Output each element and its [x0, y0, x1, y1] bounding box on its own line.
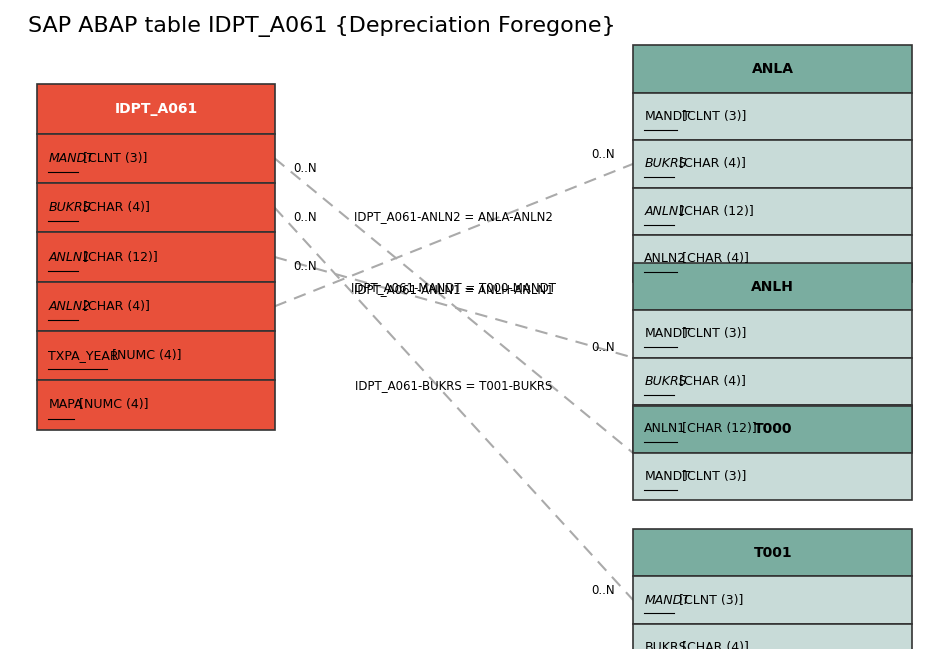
- Text: ANLA: ANLA: [751, 62, 794, 76]
- Text: [CLNT (3)]: [CLNT (3)]: [678, 470, 746, 484]
- Text: IDPT_A061-BUKRS = T001-BUKRS: IDPT_A061-BUKRS = T001-BUKRS: [355, 379, 553, 392]
- Text: BUKRS: BUKRS: [48, 201, 91, 214]
- Bar: [633, 188, 912, 235]
- Text: T001: T001: [753, 546, 792, 559]
- Bar: [633, 235, 912, 282]
- Text: 0..N: 0..N: [591, 583, 614, 597]
- Bar: [633, 140, 912, 188]
- Bar: [37, 331, 275, 380]
- Text: MANDT: MANDT: [644, 110, 690, 123]
- Bar: [633, 263, 912, 310]
- Text: IDPT_A061-ANLN1 = ANLH-ANLN1: IDPT_A061-ANLN1 = ANLH-ANLN1: [354, 282, 554, 296]
- Text: MANDT: MANDT: [644, 593, 690, 607]
- Text: ANLH: ANLH: [751, 280, 794, 293]
- Text: SAP ABAP table IDPT_A061 {Depreciation Foregone}: SAP ABAP table IDPT_A061 {Depreciation F…: [28, 16, 615, 37]
- Bar: [633, 576, 912, 624]
- Bar: [633, 93, 912, 140]
- Text: 0..N: 0..N: [293, 162, 317, 175]
- Text: TXPA_YEAR: TXPA_YEAR: [48, 349, 119, 362]
- Text: 0..N: 0..N: [293, 211, 317, 224]
- Bar: [37, 282, 275, 331]
- Text: [CHAR (4)]: [CHAR (4)]: [674, 374, 746, 388]
- Text: BUKRS: BUKRS: [644, 641, 687, 649]
- Bar: [633, 529, 912, 576]
- Text: [CHAR (4)]: [CHAR (4)]: [678, 252, 749, 265]
- Text: [CHAR (4)]: [CHAR (4)]: [78, 201, 150, 214]
- Text: 0..N: 0..N: [293, 260, 317, 273]
- Text: 0..N: 0..N: [591, 341, 614, 354]
- Text: [NUMC (4)]: [NUMC (4)]: [108, 349, 182, 362]
- Text: ANLN1: ANLN1: [644, 422, 686, 435]
- Text: ANLN2: ANLN2: [48, 300, 90, 313]
- Bar: [633, 624, 912, 649]
- Bar: [37, 84, 275, 134]
- Text: MANDT: MANDT: [644, 470, 690, 484]
- Text: [CHAR (4)]: [CHAR (4)]: [78, 300, 150, 313]
- Text: T000: T000: [753, 422, 792, 436]
- Bar: [633, 405, 912, 452]
- Text: BUKRS: BUKRS: [644, 157, 687, 171]
- Text: [CHAR (12)]: [CHAR (12)]: [678, 422, 757, 435]
- Bar: [37, 380, 275, 430]
- Text: IDPT_A061: IDPT_A061: [115, 102, 197, 116]
- Bar: [633, 406, 912, 453]
- Text: MAPA: MAPA: [48, 398, 83, 411]
- Text: [CHAR (12)]: [CHAR (12)]: [78, 251, 157, 263]
- Bar: [633, 45, 912, 93]
- Bar: [37, 232, 275, 282]
- Text: [CHAR (4)]: [CHAR (4)]: [678, 641, 749, 649]
- Text: MANDT: MANDT: [644, 327, 690, 341]
- Bar: [37, 183, 275, 232]
- Text: IDPT_A061-MANDT = T000-MANDT: IDPT_A061-MANDT = T000-MANDT: [351, 281, 557, 294]
- Text: MANDT: MANDT: [48, 152, 94, 165]
- Text: IDPT_A061-ANLN2 = ANLA-ANLN2: IDPT_A061-ANLN2 = ANLA-ANLN2: [355, 210, 553, 223]
- Text: [CLNT (3)]: [CLNT (3)]: [78, 152, 147, 165]
- Text: ANLN1: ANLN1: [48, 251, 90, 263]
- Text: [NUMC (4)]: [NUMC (4)]: [75, 398, 149, 411]
- Bar: [633, 453, 912, 500]
- Text: 0..N: 0..N: [591, 147, 614, 160]
- Text: [CLNT (3)]: [CLNT (3)]: [674, 593, 743, 607]
- Bar: [633, 310, 912, 358]
- Bar: [37, 134, 275, 183]
- Text: [CLNT (3)]: [CLNT (3)]: [678, 110, 746, 123]
- Text: ANLN1: ANLN1: [644, 204, 686, 218]
- Text: ANLN2: ANLN2: [644, 252, 686, 265]
- Text: BUKRS: BUKRS: [644, 374, 687, 388]
- Text: [CHAR (12)]: [CHAR (12)]: [674, 204, 753, 218]
- Bar: [633, 358, 912, 405]
- Text: [CLNT (3)]: [CLNT (3)]: [678, 327, 746, 341]
- Text: [CHAR (4)]: [CHAR (4)]: [674, 157, 746, 171]
